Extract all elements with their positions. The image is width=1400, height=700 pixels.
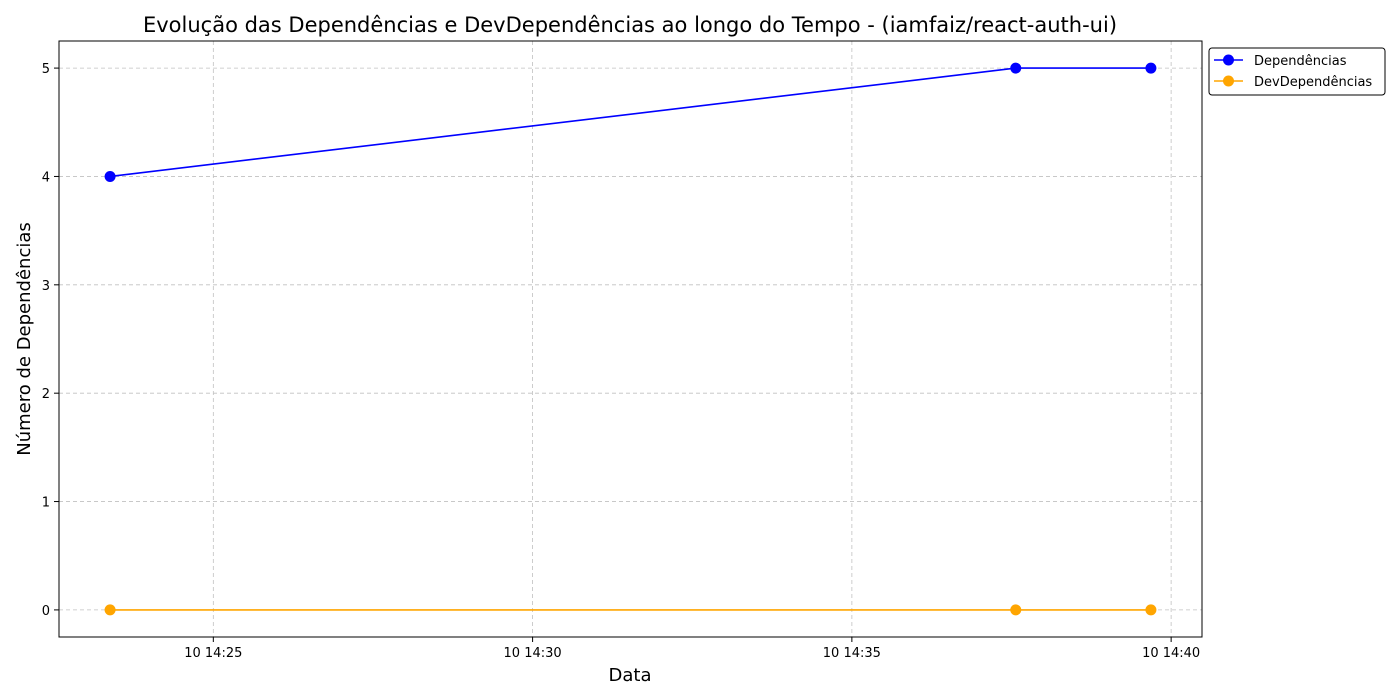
x-tick-label: 10 14:30 — [504, 646, 562, 661]
legend-label: DevDependências — [1254, 75, 1372, 90]
y-tick-label: 5 — [42, 62, 50, 77]
ticks: 0 1 2 3 4 5 10 14:25 10 14:30 10 14:35 10 14:40 — [42, 62, 1200, 661]
x-tick-label: 10 14:40 — [1142, 646, 1200, 661]
plot-area — [58, 40, 1203, 638]
chart-title: Evolução das Dependências e DevDependênc… — [143, 13, 1117, 37]
grid — [59, 41, 1202, 637]
legend-marker — [1223, 54, 1234, 66]
data-point-2 — [1145, 604, 1157, 616]
legend-label: Dependências — [1254, 54, 1347, 69]
y-tick-label: 3 — [42, 279, 50, 294]
legend-marker — [1223, 75, 1234, 87]
data-point-1 — [1145, 62, 1157, 74]
y-tick-label: 0 — [42, 604, 50, 619]
y-tick-label: 1 — [42, 496, 50, 511]
series-line-1 — [109, 67, 1151, 178]
y-axis-label: Número de Dependências — [14, 222, 35, 456]
legend: Dependências DevDependências — [1208, 47, 1386, 96]
data-point-1 — [1010, 62, 1022, 74]
x-axis-label: Data — [609, 665, 652, 686]
y-tick-label: 2 — [42, 387, 50, 402]
x-tick-label: 10 14:35 — [823, 646, 881, 661]
data-point-2 — [1010, 604, 1022, 616]
legend-box — [1208, 47, 1386, 96]
data-point-1 — [104, 170, 116, 182]
y-tick-label: 4 — [42, 170, 50, 185]
x-tick-label: 10 14:25 — [184, 646, 242, 661]
series-layer — [104, 62, 1157, 616]
data-point-2 — [104, 604, 116, 616]
